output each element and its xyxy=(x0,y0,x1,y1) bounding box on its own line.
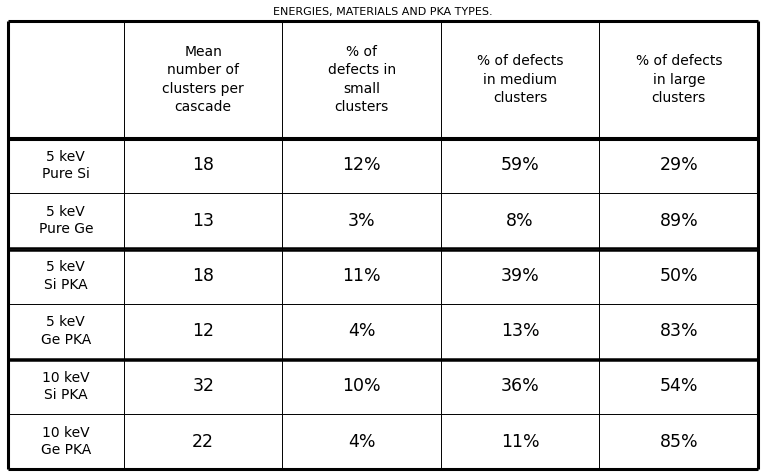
Text: 59%: 59% xyxy=(501,156,539,174)
Text: 10%: 10% xyxy=(342,377,381,395)
Text: 36%: 36% xyxy=(501,377,539,395)
Text: 85%: 85% xyxy=(660,433,698,451)
Text: 10 keV
Si PKA: 10 keV Si PKA xyxy=(42,371,90,402)
Text: 5 keV
Pure Ge: 5 keV Pure Ge xyxy=(38,205,93,237)
Text: 32: 32 xyxy=(192,377,214,395)
Text: 11%: 11% xyxy=(342,267,381,285)
Text: 5 keV
Si PKA: 5 keV Si PKA xyxy=(44,260,87,292)
Text: 8%: 8% xyxy=(506,212,534,230)
Text: 29%: 29% xyxy=(660,156,698,174)
Text: 13%: 13% xyxy=(501,322,539,340)
Text: 18: 18 xyxy=(192,267,214,285)
Text: % of
defects in
small
clusters: % of defects in small clusters xyxy=(328,45,396,114)
Text: 39%: 39% xyxy=(501,267,539,285)
Text: 4%: 4% xyxy=(348,322,375,340)
Text: 12: 12 xyxy=(192,322,214,340)
Text: % of defects
in medium
clusters: % of defects in medium clusters xyxy=(476,54,563,105)
Text: ENERGIES, MATERIALS AND PKA TYPES.: ENERGIES, MATERIALS AND PKA TYPES. xyxy=(273,7,493,17)
Text: 11%: 11% xyxy=(501,433,539,451)
Text: % of defects
in large
clusters: % of defects in large clusters xyxy=(636,54,722,105)
Text: Mean
number of
clusters per
cascade: Mean number of clusters per cascade xyxy=(162,45,244,114)
Text: 18: 18 xyxy=(192,156,214,174)
Text: 54%: 54% xyxy=(660,377,698,395)
Text: 22: 22 xyxy=(192,433,214,451)
Text: 5 keV
Pure Si: 5 keV Pure Si xyxy=(42,150,90,181)
Text: 3%: 3% xyxy=(348,212,375,230)
Text: 5 keV
Ge PKA: 5 keV Ge PKA xyxy=(41,316,91,347)
Text: 13: 13 xyxy=(192,212,214,230)
Text: 83%: 83% xyxy=(660,322,698,340)
Text: 50%: 50% xyxy=(660,267,698,285)
Text: 10 keV
Ge PKA: 10 keV Ge PKA xyxy=(41,426,91,457)
Text: 4%: 4% xyxy=(348,433,375,451)
Text: 89%: 89% xyxy=(660,212,698,230)
Text: 12%: 12% xyxy=(342,156,381,174)
